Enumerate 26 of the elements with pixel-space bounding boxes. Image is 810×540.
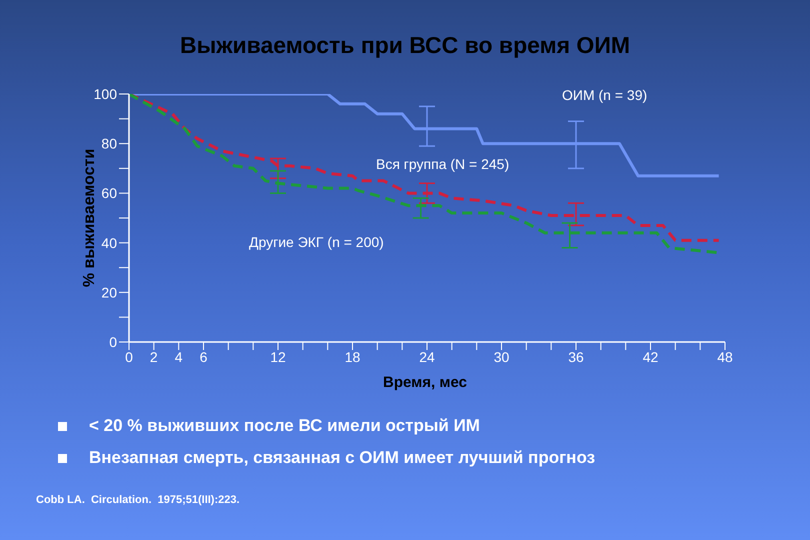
y-tick-label: 100 xyxy=(94,86,118,102)
text: ОИМ (n = 39) xyxy=(562,87,648,103)
x-tick-label: 18 xyxy=(344,348,360,365)
chart-title: Выживаемость при ВСС во время ОИМ xyxy=(178,32,632,59)
x-tick-label: 30 xyxy=(494,348,510,365)
y-tick-label: 0 xyxy=(109,334,118,350)
text: < 20 % выживших после ВС имели острый ИМ xyxy=(89,416,480,436)
x-axis-title: Время, мес xyxy=(382,374,468,391)
y-tick-label: 60 xyxy=(101,185,118,202)
text: Другие ЭКГ (n = 200) xyxy=(249,234,384,250)
text: Внезапная смерть, связанная с ОИМ имеет лучший прогноз xyxy=(89,448,596,468)
x-tick-label: 36 xyxy=(568,348,584,365)
x-tick-label: 48 xyxy=(717,348,733,365)
y-axis-title: % выживаемости xyxy=(81,148,99,288)
x-tick-label: 24 xyxy=(419,348,435,365)
x-tick-label: 4 xyxy=(174,348,183,365)
x-tick-label: 42 xyxy=(642,348,658,365)
text: Cobb LA. Circulation. 1975;51(III):223. xyxy=(36,494,240,506)
y-tick-label: 40 xyxy=(101,234,118,251)
x-tick-label: 6 xyxy=(200,348,208,365)
x-tick-label: 0 xyxy=(125,348,134,365)
y-tick-label: 20 xyxy=(101,284,118,300)
x-tick-label: 2 xyxy=(150,348,158,365)
x-tick-label: 12 xyxy=(270,348,286,365)
y-tick-label: 80 xyxy=(101,136,118,152)
series-label: Вся группа (N = 245) xyxy=(376,156,510,172)
